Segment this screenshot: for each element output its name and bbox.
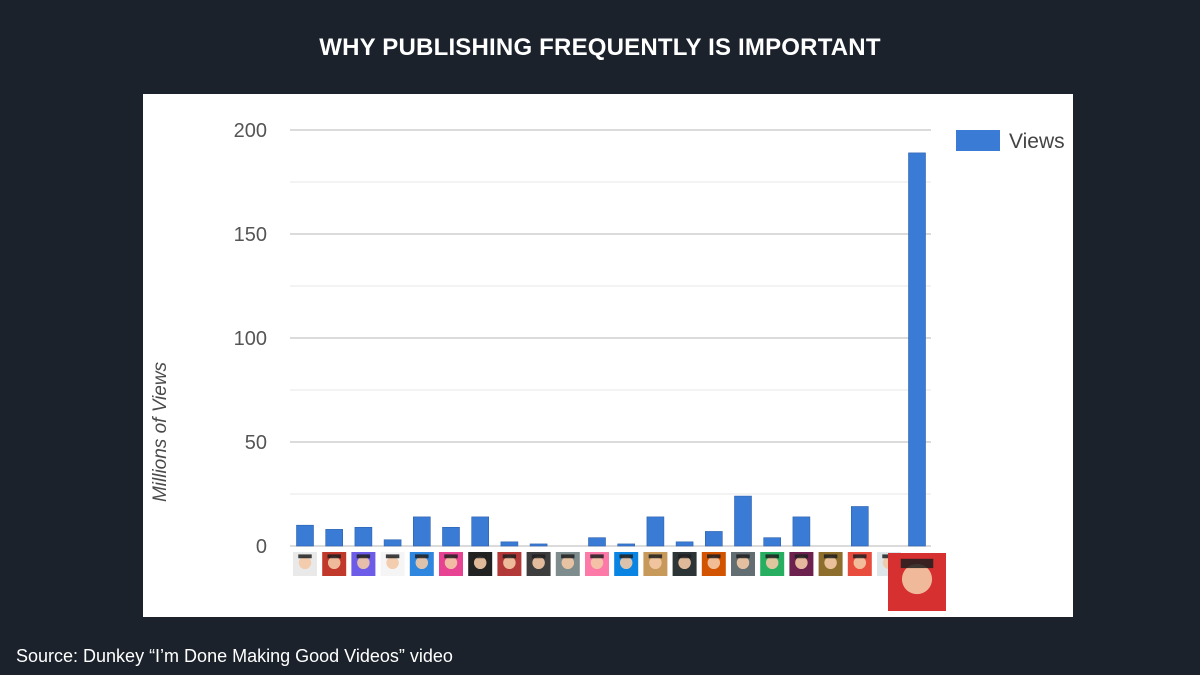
bar [850,506,869,547]
bar [675,541,694,547]
y-axis-label: Millions of Views [150,361,171,502]
y-tick-label: 0 [256,536,267,558]
bar [908,152,926,547]
bar [412,516,431,547]
bar [471,516,490,547]
channel-avatar [731,552,755,576]
channel-avatar [585,552,609,576]
channel-avatar [614,552,639,576]
channel-avatar [351,552,376,576]
y-tick-label: 50 [245,432,267,454]
channel-avatar [818,552,843,576]
x-axis-avatars [293,552,946,611]
bar [500,541,519,547]
y-tick-label: 100 [234,328,267,350]
bar [325,529,343,547]
chart-panel: 0 50 100 150 200 Millions of Views Views [143,94,1073,617]
channel-avatar [526,552,551,576]
channel-avatar [789,552,814,576]
bar [442,526,460,547]
channel-avatar [672,552,697,576]
bar [646,516,665,547]
bar [734,495,752,547]
legend-swatch [956,130,1000,151]
channel-avatar [760,552,785,576]
bar [354,526,373,547]
bar [529,543,548,547]
bar [763,537,782,547]
y-tick-label: 150 [234,224,267,246]
channel-avatar [439,552,463,576]
y-tick-label: 200 [234,120,267,142]
bar [588,537,606,547]
legend: Views [956,130,1065,153]
channel-avatar [497,552,522,576]
views-bar-chart: 0 50 100 150 200 Millions of Views Views [150,120,1065,611]
channel-avatar [293,552,317,576]
gridlines [290,129,931,547]
bar [792,516,811,547]
channel-avatar [701,552,726,576]
channel-avatar [322,552,347,576]
channel-avatar-large [888,553,946,611]
bar [296,524,314,547]
bar [383,539,402,547]
channel-avatar [468,552,493,576]
bar [704,531,723,547]
legend-label: Views [1009,130,1065,153]
page-title: WHY PUBLISHING FREQUENTLY IS IMPORTANT [319,34,881,61]
channel-avatar [380,552,405,576]
channel-avatar [643,552,668,576]
channel-avatar [847,552,872,576]
channel-avatar [409,552,434,576]
y-axis-ticks: 0 50 100 150 200 [234,120,267,558]
source-caption: Source: Dunkey “I’m Done Making Good Vid… [16,646,453,666]
bars [296,152,926,547]
bar [617,543,636,547]
channel-avatar [555,552,580,576]
